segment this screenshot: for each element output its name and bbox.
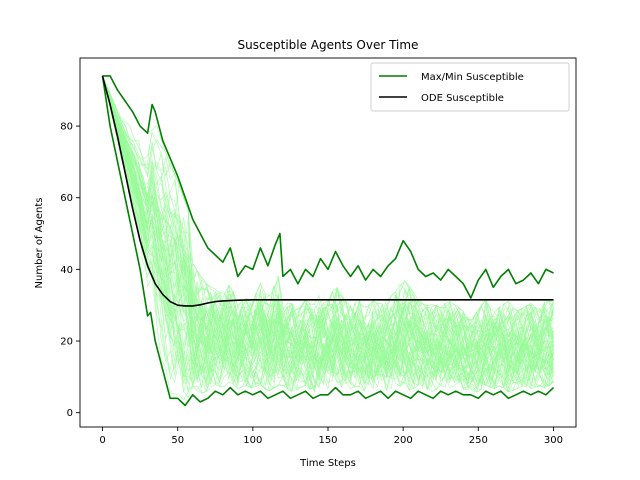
- series-line-max: [102, 75, 554, 299]
- x-tick-label-300: 300: [544, 435, 563, 446]
- simulation-trace: [102, 75, 554, 394]
- simulation-trace: [102, 75, 554, 392]
- x-tick-label-200: 200: [394, 435, 413, 446]
- simulation-trace: [102, 75, 554, 386]
- legend-label-ode: ODE Susceptible: [421, 93, 504, 104]
- chart-title: Susceptible Agents Over Time: [238, 38, 419, 52]
- y-tick-label-40: 40: [60, 265, 73, 276]
- y-tick-label-20: 20: [60, 337, 73, 348]
- simulation-trace: [102, 75, 554, 355]
- y-axis-label: Number of Agents: [34, 198, 45, 289]
- simulation-trace: [102, 75, 554, 353]
- x-axis-label: Time Steps: [299, 458, 356, 469]
- x-tick-label-0: 0: [99, 435, 105, 446]
- simulation-trace: [102, 75, 554, 393]
- x-tick-label-250: 250: [469, 435, 488, 446]
- x-tick-label-100: 100: [243, 435, 262, 446]
- legend: Max/Min Susceptible ODE Susceptible: [370, 62, 570, 112]
- x-tick-label-50: 50: [171, 435, 184, 446]
- simulation-trace: [102, 75, 554, 351]
- simulation-trace: [102, 75, 554, 364]
- y-tick-label-60: 60: [60, 193, 73, 204]
- x-axis: 0 50 100 150 200 250 300: [99, 427, 563, 446]
- simulation-trace: [102, 75, 554, 393]
- legend-label-max-min: Max/Min Susceptible: [421, 72, 524, 83]
- simulation-trace: [102, 75, 554, 390]
- simulation-trace: [102, 75, 554, 375]
- simulation-trace: [102, 75, 554, 350]
- simulation-trace: [102, 75, 554, 393]
- simulation-trace: [102, 75, 554, 377]
- legend-frame: [370, 62, 570, 112]
- y-axis: 0 20 40 60 80: [60, 122, 80, 419]
- simulation-trace: [102, 75, 554, 354]
- series-line-min: [101, 75, 555, 407]
- simulation-trace: [102, 75, 554, 392]
- series-line-ode: [101, 75, 554, 307]
- y-tick-label-0: 0: [67, 408, 73, 419]
- simulation-trace: [102, 75, 554, 386]
- simulation-traces: [102, 75, 554, 401]
- x-tick-label-150: 150: [318, 435, 337, 446]
- series-lines: [101, 75, 555, 407]
- simulation-trace: [102, 75, 554, 380]
- simulation-trace: [102, 75, 554, 394]
- y-tick-label-80: 80: [60, 122, 73, 133]
